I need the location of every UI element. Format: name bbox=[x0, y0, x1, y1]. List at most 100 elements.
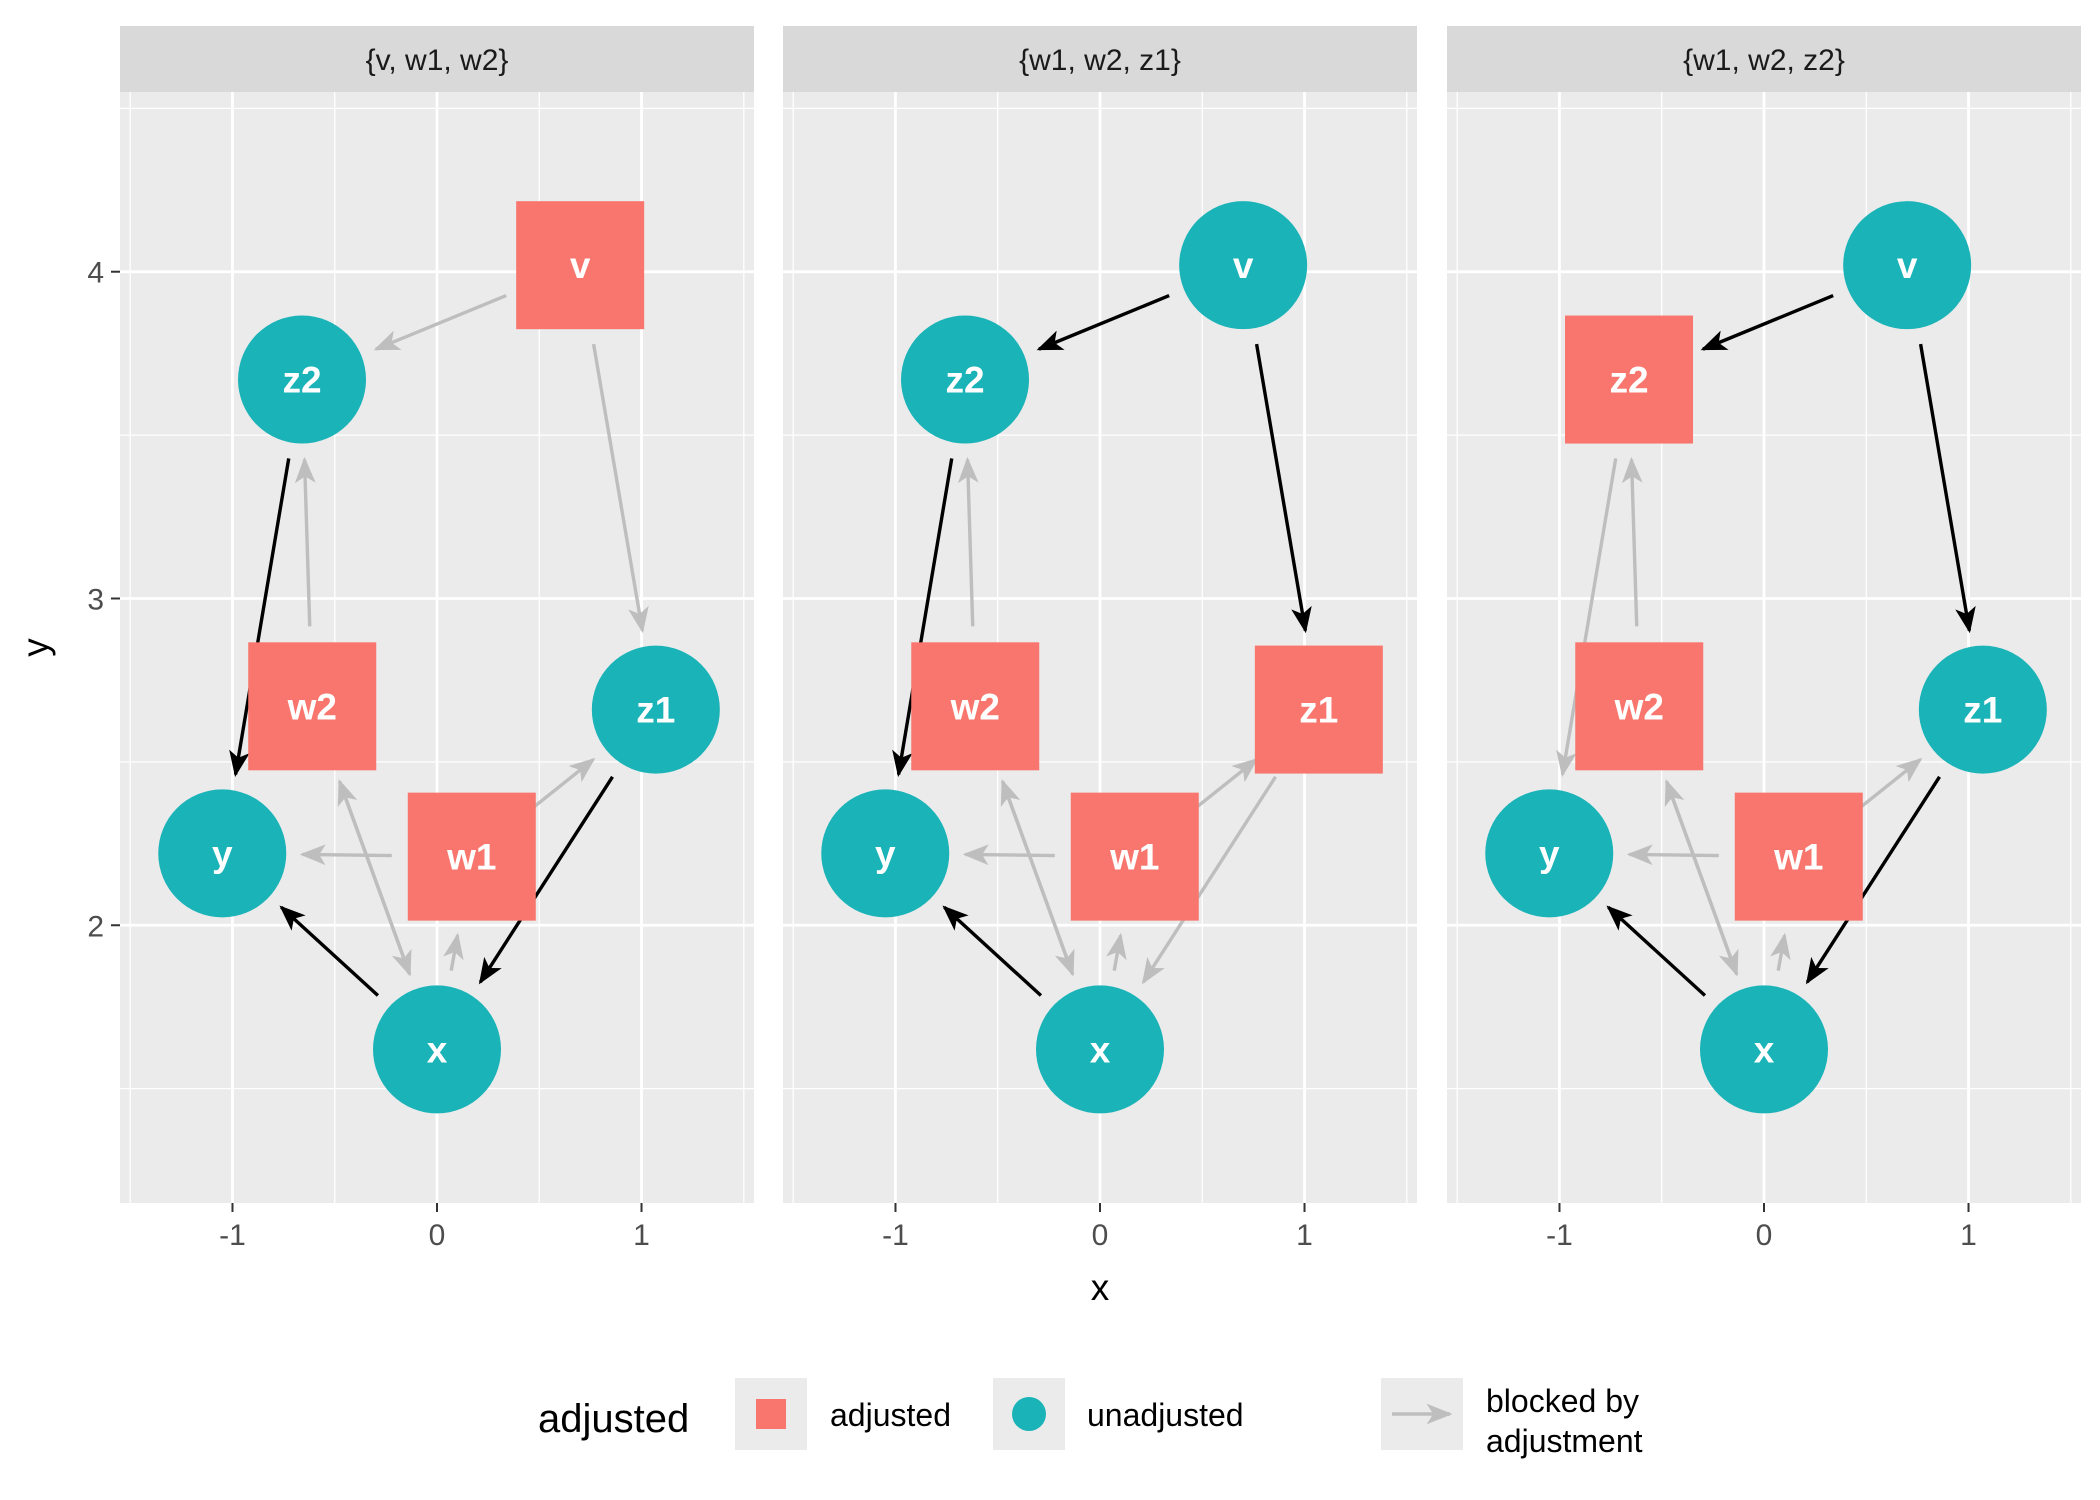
node-label-w1: w1 bbox=[446, 837, 496, 878]
legend-label-blocked-line1: blocked by bbox=[1486, 1383, 1639, 1419]
node-w1-adjusted bbox=[1070, 792, 1199, 921]
node-label-x: x bbox=[1090, 1029, 1111, 1070]
nodes: v z2 z1 w2 y w1 x bbox=[1485, 201, 2047, 1114]
node-label-x: x bbox=[1754, 1029, 1775, 1070]
legend: adjusted adjusted unadjusted blocked by … bbox=[538, 1378, 1648, 1459]
edge-x-to-w2 bbox=[1664, 779, 1739, 975]
edge-w1-to-y bbox=[962, 844, 1055, 866]
node-z2-unadjusted bbox=[901, 315, 1030, 444]
node-label-w2: w2 bbox=[950, 686, 1000, 727]
edge-z2-to-y bbox=[229, 458, 291, 778]
edge-x-to-w2 bbox=[337, 779, 412, 975]
edges bbox=[229, 294, 649, 997]
edge-w1-to-z1 bbox=[1196, 757, 1259, 809]
node-z1-unadjusted bbox=[1918, 645, 2047, 774]
edge-x-to-w2 bbox=[1000, 779, 1075, 975]
edge-x-to-w1 bbox=[1106, 932, 1127, 971]
facet-strip bbox=[120, 26, 754, 92]
axes: x y bbox=[15, 638, 1110, 1308]
x-axis-title: x bbox=[1091, 1267, 1110, 1308]
node-z2-unadjusted bbox=[238, 315, 367, 444]
legend-label-blocked: blocked by adjustment bbox=[1486, 1383, 1648, 1459]
node-y-unadjusted bbox=[1485, 789, 1614, 918]
node-label-v: v bbox=[1897, 245, 1918, 286]
edge-x-to-y bbox=[279, 905, 380, 997]
edge-v-to-z2 bbox=[1700, 294, 1834, 351]
edge-w1-to-z1 bbox=[533, 757, 596, 809]
facet-strip-label: {w1, w2, z1} bbox=[1019, 44, 1181, 77]
nodes: v z2 z1 w2 y w1 x bbox=[158, 201, 720, 1114]
edge-z2-to-y bbox=[1556, 458, 1618, 778]
x-tick-label: 0 bbox=[1756, 1219, 1773, 1252]
node-w2-adjusted bbox=[248, 642, 377, 771]
edge-w2-to-z2 bbox=[294, 456, 316, 627]
x-tick-label: 0 bbox=[1092, 1219, 1109, 1252]
node-v-unadjusted bbox=[1843, 201, 1972, 330]
edge-x-to-y bbox=[942, 905, 1043, 997]
node-v-unadjusted bbox=[1179, 201, 1308, 330]
facet-strip bbox=[1447, 26, 2081, 92]
facet-panel: {w1, w2, z1} -1 0 1 v z2 z1 w2 y w1 x bbox=[783, 26, 1417, 1252]
edge-w2-to-z2 bbox=[957, 456, 979, 627]
facet-panel: {w1, w2, z2} -1 0 1 v z2 z1 w2 y w1 x bbox=[1447, 26, 2081, 1252]
y-axis-title: y bbox=[15, 638, 56, 657]
node-label-w1: w1 bbox=[1773, 837, 1823, 878]
node-label-z2: z2 bbox=[945, 360, 984, 401]
legend-key-unadjusted-circle bbox=[1012, 1397, 1046, 1431]
node-v-adjusted bbox=[516, 201, 645, 330]
edge-w2-to-z2 bbox=[1621, 456, 1643, 627]
node-z2-adjusted bbox=[1565, 315, 1694, 444]
edges bbox=[1556, 294, 1976, 997]
edge-x-to-w1 bbox=[1770, 932, 1791, 971]
node-w2-adjusted bbox=[1575, 642, 1704, 771]
node-x-unadjusted bbox=[373, 985, 501, 1114]
edge-v-to-z1 bbox=[591, 343, 649, 634]
node-label-v: v bbox=[570, 245, 591, 286]
edge-x-to-y bbox=[1606, 905, 1707, 997]
x-tick-label: -1 bbox=[1546, 1219, 1573, 1252]
edge-w1-to-y bbox=[299, 844, 392, 866]
x-tick-label: 1 bbox=[633, 1219, 650, 1252]
x-tick-label: 1 bbox=[1296, 1219, 1313, 1252]
node-label-z1: z1 bbox=[1963, 690, 2002, 731]
node-x-unadjusted bbox=[1036, 985, 1164, 1114]
edge-z1-to-x bbox=[1805, 775, 1941, 985]
legend-label-adjusted: adjusted bbox=[830, 1397, 951, 1433]
node-label-z1: z1 bbox=[636, 690, 675, 731]
facet-panel: {v, w1, w2} -1 0 1 2 3 4 v z2 z1 w2 y w1 x bbox=[87, 26, 754, 1252]
node-x-unadjusted bbox=[1700, 985, 1828, 1114]
node-y-unadjusted bbox=[821, 789, 950, 918]
gridlines bbox=[783, 92, 1417, 1203]
node-label-z1: z1 bbox=[1299, 690, 1338, 731]
y-tick-label: 2 bbox=[87, 910, 104, 943]
facet-strip bbox=[783, 26, 1417, 92]
node-label-w2: w2 bbox=[287, 686, 337, 727]
edges bbox=[892, 294, 1312, 997]
node-label-y: y bbox=[875, 833, 896, 874]
node-label-v: v bbox=[1233, 245, 1254, 286]
legend-label-blocked-line2: adjustment bbox=[1486, 1423, 1643, 1459]
edge-z2-to-y bbox=[892, 458, 954, 778]
node-w1-adjusted bbox=[407, 792, 536, 921]
x-tick-label: 1 bbox=[1960, 1219, 1977, 1252]
node-y-unadjusted bbox=[158, 789, 287, 918]
edge-v-to-z1 bbox=[1918, 343, 1976, 634]
nodes: v z2 z1 w2 y w1 x bbox=[821, 201, 1383, 1114]
x-tick-label: -1 bbox=[882, 1219, 909, 1252]
legend-label-unadjusted: unadjusted bbox=[1087, 1397, 1244, 1433]
node-z1-adjusted bbox=[1254, 645, 1383, 774]
edge-x-to-w1 bbox=[443, 932, 464, 971]
edge-v-to-z2 bbox=[1036, 294, 1170, 351]
facet-strip-label: {w1, w2, z2} bbox=[1683, 44, 1845, 77]
node-z1-unadjusted bbox=[591, 645, 720, 774]
x-tick-label: 0 bbox=[429, 1219, 446, 1252]
edge-z1-to-x bbox=[478, 775, 614, 985]
y-tick-label: 4 bbox=[87, 257, 104, 290]
node-label-x: x bbox=[427, 1029, 448, 1070]
edge-v-to-z2 bbox=[373, 294, 507, 351]
node-w2-adjusted bbox=[911, 642, 1040, 771]
facet-strip-label: {v, w1, w2} bbox=[366, 44, 509, 77]
node-label-w2: w2 bbox=[1614, 686, 1664, 727]
